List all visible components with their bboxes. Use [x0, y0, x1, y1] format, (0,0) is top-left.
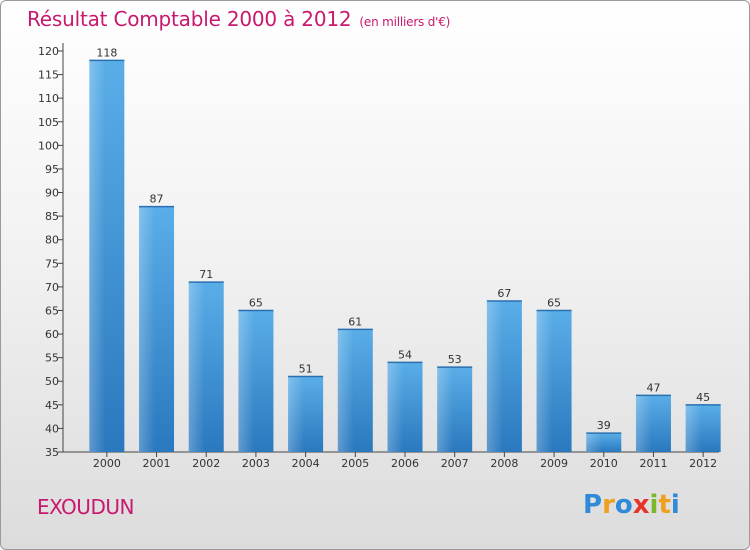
x-tick-label: 2010	[590, 457, 618, 470]
chart-subtitle: (en milliers d'€)	[359, 15, 451, 29]
bar-highlight	[586, 433, 603, 452]
bar-2007	[437, 366, 473, 452]
chart-title: Résultat Comptable 2000 à 2012 (en millie…	[27, 7, 450, 31]
x-tick-label: 2007	[441, 457, 469, 470]
bar-2012	[685, 404, 721, 452]
axes: 35 40 45 50 55 60 65 70 75 80 85 90 95 100 105 110 115 12…	[38, 43, 719, 470]
value-labels: 118 87 71 65 51 61 54 53 67 65 39 47 45	[96, 46, 710, 432]
logo-letter: i	[649, 490, 659, 520]
bar-2004	[288, 375, 324, 452]
y-tick-label: 75	[45, 257, 59, 270]
data-label: 65	[249, 296, 263, 309]
logo-letter: o	[614, 490, 633, 520]
data-label: 67	[497, 287, 511, 300]
bar-2000	[89, 59, 125, 452]
logo-letter: x	[632, 490, 650, 520]
bar-highlight	[337, 329, 354, 452]
y-tick-label: 60	[45, 328, 59, 341]
data-label: 65	[547, 296, 561, 309]
bar-2001	[139, 205, 175, 452]
bar-highlight	[139, 206, 155, 452]
bar-2006	[387, 361, 423, 452]
bar-highlight	[437, 367, 453, 452]
data-label: 47	[646, 381, 660, 394]
y-tick-label: 50	[45, 375, 59, 388]
x-tick-label: 2006	[391, 457, 419, 470]
x-tick-label: 2011	[639, 457, 667, 470]
x-tick-label: 2005	[341, 457, 369, 470]
bar-highlight	[188, 282, 205, 452]
x-tick-label: 2009	[540, 457, 568, 470]
bar-highlight	[635, 395, 652, 452]
bar-highlight	[387, 362, 404, 452]
y-tick-label: 45	[45, 399, 59, 412]
y-tick-label: 70	[45, 281, 59, 294]
logo-letter: t	[658, 490, 671, 520]
x-tick-label: 2012	[689, 457, 717, 470]
y-tick-label: 35	[45, 446, 59, 459]
bar-2010	[586, 432, 622, 452]
bar-highlight	[288, 376, 304, 452]
data-label: 39	[597, 419, 611, 432]
data-label: 45	[696, 391, 710, 404]
y-tick-label: 105	[38, 116, 59, 129]
y-tick-label: 95	[45, 163, 59, 176]
bar-highlight	[536, 310, 553, 452]
data-label: 118	[96, 46, 117, 59]
proxiti-logo: Proxiti	[583, 490, 680, 520]
y-tick-label: 100	[38, 139, 59, 152]
bar-highlight	[486, 301, 503, 452]
chart-title-text: Résultat Comptable 2000 à 2012	[27, 7, 352, 31]
x-tick-label: 2001	[143, 457, 171, 470]
y-tick-label: 40	[45, 422, 59, 435]
y-tick-label: 115	[38, 69, 59, 82]
bar-highlight	[238, 310, 255, 452]
x-tick-label: 2002	[192, 457, 220, 470]
bar-2005	[337, 328, 373, 452]
y-tick-label: 85	[45, 210, 59, 223]
data-label: 54	[398, 348, 412, 361]
commune-name: EXOUDUN	[37, 495, 134, 519]
logo-letter: i	[670, 490, 680, 520]
data-label: 53	[448, 353, 462, 366]
x-tick-label: 2000	[93, 457, 121, 470]
y-tick-label: 90	[45, 187, 59, 200]
bar-2002	[188, 281, 224, 452]
data-label: 51	[299, 363, 313, 376]
logo-letter: r	[602, 490, 615, 520]
bar-highlight	[89, 60, 106, 452]
x-tick-label: 2008	[490, 457, 518, 470]
y-tick-label: 65	[45, 304, 59, 317]
bar-2003	[238, 309, 274, 452]
bar-highlight	[685, 404, 702, 452]
bar-2009	[536, 309, 572, 452]
logo-letter: P	[583, 490, 603, 520]
data-label: 61	[348, 315, 362, 328]
y-tick-label: 110	[38, 92, 59, 105]
x-tick-label: 2004	[292, 457, 320, 470]
data-label: 87	[150, 193, 164, 206]
bar-2011	[635, 394, 671, 452]
bar-2008	[486, 300, 522, 452]
y-tick-label: 80	[45, 234, 59, 247]
bars	[89, 59, 721, 452]
y-tick-label: 55	[45, 352, 59, 365]
x-tick-label: 2003	[242, 457, 270, 470]
data-label: 71	[199, 268, 213, 281]
y-tick-label: 120	[38, 45, 59, 58]
